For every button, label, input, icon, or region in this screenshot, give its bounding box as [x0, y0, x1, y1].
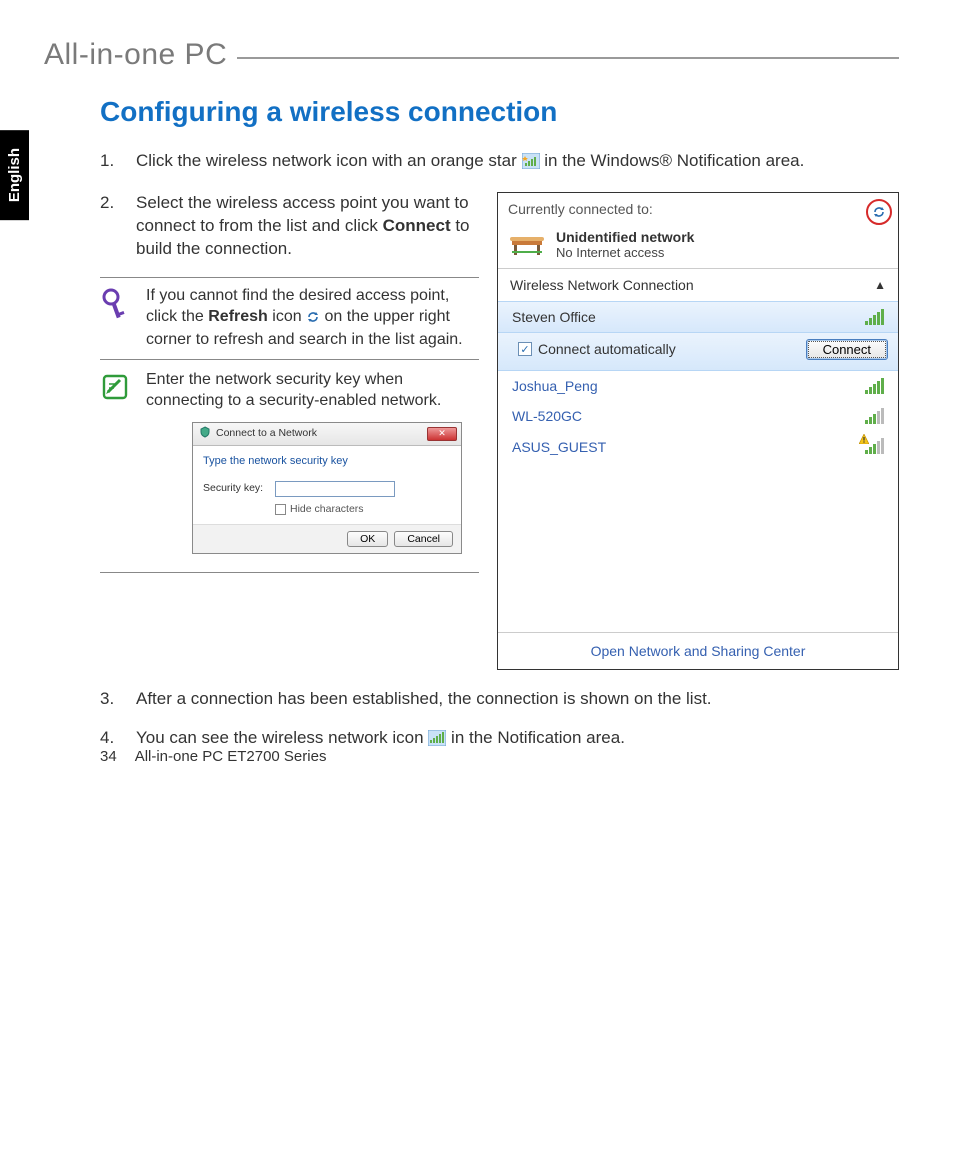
network-item[interactable]: Joshua_Peng [498, 371, 898, 401]
connect-button[interactable]: Connect [806, 339, 888, 360]
pencil-note-icon [100, 370, 134, 562]
brand-title: All-in-one PC [44, 38, 237, 72]
hide-characters-checkbox[interactable] [275, 504, 286, 515]
note-2-text: Enter the network security key when conn… [146, 370, 479, 412]
dialog-prompt: Type the network security key [203, 454, 451, 468]
step-2-number: 2. [100, 192, 118, 261]
network-name: Joshua_Peng [512, 378, 598, 394]
signal-icon [865, 408, 884, 424]
step-4-text-a: You can see the wireless network icon [136, 728, 428, 747]
language-tab: English [0, 130, 29, 220]
key-icon [100, 286, 134, 351]
dialog-title: Connect to a Network [216, 427, 317, 441]
ok-button[interactable]: OK [347, 531, 388, 547]
note-1-text: If you cannot find the desired access po… [146, 286, 479, 351]
wifi-flyout-panel: Currently connected to: Unidentified net… [497, 192, 899, 670]
connect-auto-label: Connect automatically [538, 341, 676, 357]
current-network-status: No Internet access [556, 245, 694, 260]
note-1-bold: Refresh [208, 308, 268, 325]
connect-auto-checkbox[interactable]: ✓ [518, 342, 532, 356]
step-1-number: 1. [100, 150, 118, 176]
note-1-b: icon [268, 308, 306, 325]
signal-warn-icon [865, 438, 884, 457]
step-1-text: Click the wireless network icon with an … [136, 150, 899, 176]
current-network-name: Unidentified network [556, 229, 694, 245]
header-rule [237, 57, 899, 59]
shield-icon [199, 426, 211, 443]
refresh-icon[interactable] [866, 199, 892, 225]
step-3-text: After a connection has been established,… [136, 688, 899, 711]
footer-doc-title: All-in-one PC ET2700 Series [135, 748, 327, 765]
step-2-text: Select the wireless access point you wan… [136, 192, 479, 261]
currently-connected-label: Currently connected to: [508, 201, 888, 217]
step-2-bold: Connect [383, 216, 451, 235]
wnc-label: Wireless Network Connection [510, 277, 694, 293]
page-number: 34 [100, 748, 117, 765]
security-key-label: Security key: [203, 482, 267, 496]
signal-icon [865, 309, 884, 325]
refresh-inline-icon [306, 310, 320, 331]
network-list: Steven Office ✓ Connect automatically Co… [498, 301, 898, 632]
network-category-icon [508, 229, 546, 259]
section-title: Configuring a wireless connection [100, 96, 899, 128]
security-key-input[interactable] [275, 481, 395, 497]
network-item-selected[interactable]: Steven Office [498, 301, 898, 333]
chevron-up-icon[interactable]: ▲ [874, 278, 886, 292]
cancel-button[interactable]: Cancel [394, 531, 453, 547]
step-3-number: 3. [100, 688, 118, 711]
network-name: ASUS_GUEST [512, 439, 606, 455]
step-4-text-b: in the Notification area. [451, 728, 625, 747]
network-item[interactable]: WL-520GC [498, 401, 898, 431]
step-1-text-b: in the Windows® Notification area. [544, 151, 804, 170]
hide-characters-label: Hide characters [290, 503, 364, 517]
wifi-connected-icon [428, 730, 446, 753]
signal-icon [865, 378, 884, 394]
wifi-star-icon [522, 153, 540, 176]
network-item[interactable]: ASUS_GUEST [498, 431, 898, 464]
network-name: Steven Office [512, 309, 596, 325]
network-name: WL-520GC [512, 408, 582, 424]
step-1-text-a: Click the wireless network icon with an … [136, 151, 522, 170]
close-icon[interactable]: ✕ [427, 427, 457, 441]
security-key-dialog: Connect to a Network ✕ Type the network … [192, 422, 462, 555]
open-network-center-link[interactable]: Open Network and Sharing Center [498, 632, 898, 669]
